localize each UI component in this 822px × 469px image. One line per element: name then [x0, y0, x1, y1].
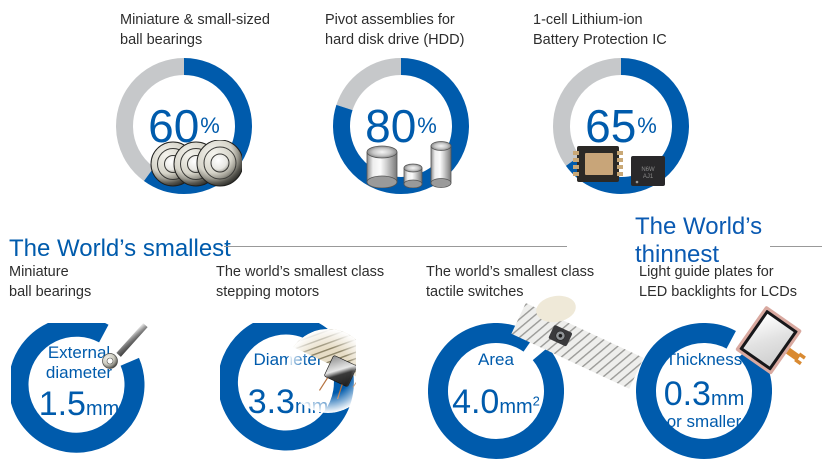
- svg-text:N6W: N6W: [641, 167, 655, 173]
- svg-text:AJ1: AJ1: [643, 174, 654, 180]
